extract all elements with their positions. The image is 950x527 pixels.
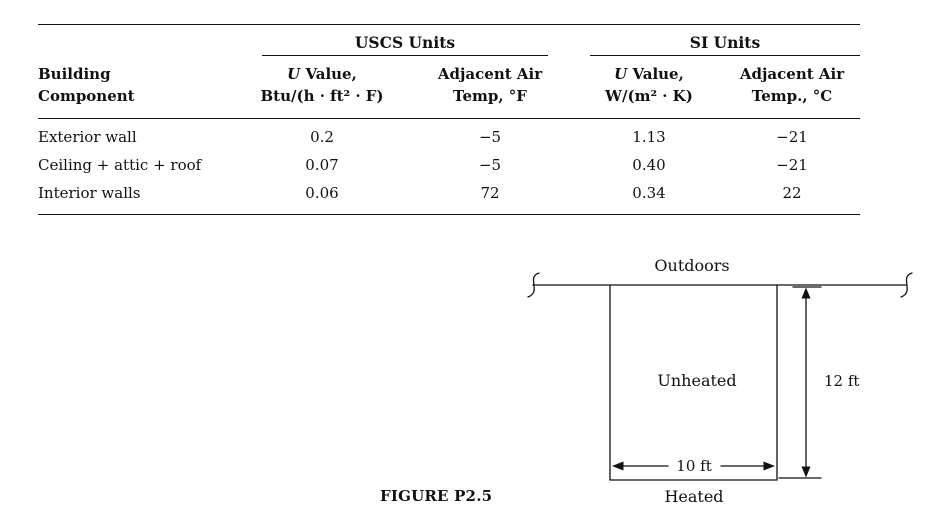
group-header-row: USCS Units SI Units — [38, 25, 860, 56]
col-header-line: Temp, °F — [453, 86, 527, 105]
arrowhead-left-icon — [612, 461, 624, 471]
u-symbol: U — [614, 65, 628, 83]
heated-label: Heated — [664, 487, 723, 506]
col-header-line: U Value, — [574, 64, 724, 86]
col-header-uscs-adjacent-air-temp: Adjacent Air Temp, °F — [406, 64, 574, 108]
cell-si-air-temp: −21 — [776, 127, 808, 146]
col-header-si-adjacent-air-temp: Adjacent Air Temp., °C — [724, 64, 860, 108]
height-dimension-label: 12 ft — [824, 372, 859, 390]
cell-si-u-value: 0.34 — [632, 183, 666, 202]
col-header-uscs-u-value: U Value, Btu/(h · ft² · F) — [238, 64, 406, 108]
col-header-unit: Btu/(h · ft² · F) — [260, 86, 384, 105]
cell-si-air-temp: 22 — [782, 183, 802, 202]
u-value-text: Value, — [627, 65, 684, 83]
u-value-text: Value, — [300, 65, 357, 83]
col-header-si-u-value: U Value, W/(m² · K) — [574, 64, 724, 108]
outdoors-label: Outdoors — [654, 256, 729, 275]
u-symbol: U — [287, 65, 301, 83]
break-symbol-left-icon — [527, 272, 540, 298]
cell-uscs-air-temp: −5 — [478, 127, 502, 146]
unheated-room-outline — [609, 284, 778, 481]
cell-component: Ceiling + attic + roof — [38, 155, 202, 174]
col-header-line: Building — [38, 65, 111, 83]
table-body: Exterior wall 0.2 −5 1.13 −21 Ceiling + … — [38, 119, 860, 214]
group-header-si: SI Units — [590, 25, 860, 56]
cell-uscs-u-value: 0.07 — [305, 155, 339, 174]
table-row: Exterior wall 0.2 −5 1.13 −21 — [38, 123, 860, 151]
col-header-line: U Value, — [238, 64, 406, 86]
col-header-unit: W/(m² · K) — [605, 86, 693, 105]
figure-p2-5-diagram: Outdoors Unheated Heated 12 ft 10 ft — [527, 256, 913, 506]
col-header-line: Temp., °C — [751, 86, 833, 105]
col-header-line: Adjacent Air — [739, 65, 845, 83]
arrowhead-down-icon — [801, 466, 811, 478]
cell-si-u-value: 1.13 — [632, 127, 666, 146]
arrowhead-up-icon — [801, 287, 811, 299]
table-header-rule — [38, 117, 860, 119]
cell-uscs-u-value: 0.2 — [310, 127, 334, 146]
cell-si-u-value: 0.40 — [632, 155, 666, 174]
cell-uscs-u-value: 0.06 — [305, 183, 339, 202]
col-header-line: Component — [38, 86, 135, 105]
break-symbol-right-icon — [900, 272, 913, 298]
column-header-row: Building Component U Value, Btu/(h · ft²… — [38, 56, 860, 118]
cell-component: Exterior wall — [38, 127, 137, 146]
table-row: Interior walls 0.06 72 0.34 22 — [38, 179, 860, 207]
col-header-building-component: Building Component — [38, 64, 238, 108]
group-header-uscs: USCS Units — [262, 25, 548, 56]
table-row: Ceiling + attic + roof 0.07 −5 0.40 −21 — [38, 151, 860, 179]
table-top-rule — [38, 24, 860, 25]
cell-si-air-temp: −21 — [776, 155, 808, 174]
figure-caption: FIGURE P2.5 — [380, 487, 493, 505]
cell-uscs-air-temp: 72 — [480, 183, 500, 202]
unheated-label: Unheated — [657, 371, 736, 390]
col-header-line: Adjacent Air — [437, 65, 543, 83]
arrowhead-right-icon — [763, 461, 775, 471]
cell-component: Interior walls — [38, 183, 141, 202]
cell-uscs-air-temp: −5 — [478, 155, 502, 174]
units-table: USCS Units SI Units Building Component U… — [38, 24, 860, 215]
table-bottom-rule — [38, 213, 860, 215]
width-dimension-label: 10 ft — [676, 457, 711, 475]
